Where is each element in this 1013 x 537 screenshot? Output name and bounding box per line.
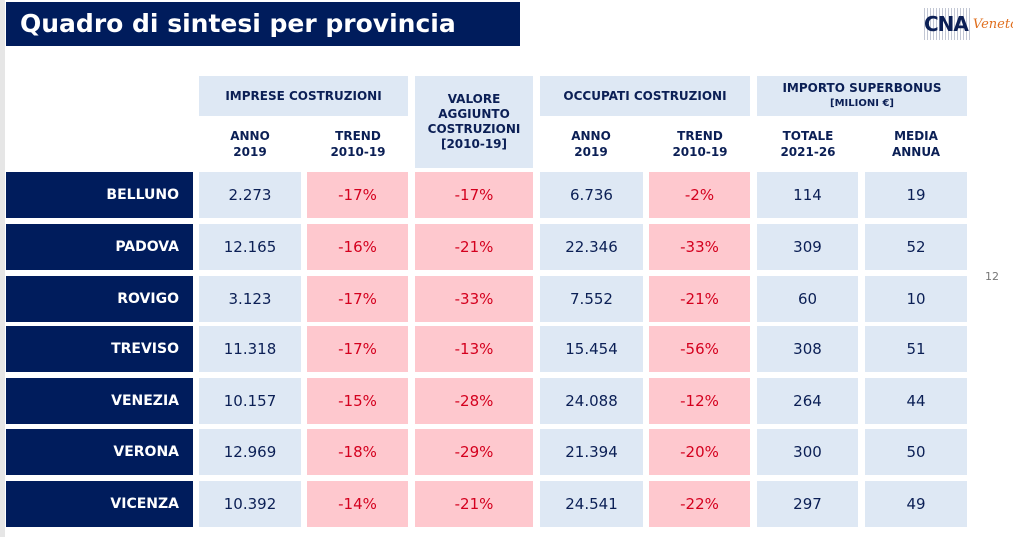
cell-valore: -28% <box>415 378 533 424</box>
cell-valore: -13% <box>415 326 533 372</box>
header-superbonus-unit: [MILIONI €] <box>830 98 894 109</box>
cell-media: 49 <box>865 481 967 527</box>
cell-imprese-2019: 2.273 <box>199 172 301 218</box>
cell-totale: 264 <box>757 378 858 424</box>
cna-veneto-logo: CNA Veneto <box>922 6 1013 42</box>
cell-imprese-trend: -17% <box>307 326 408 372</box>
cell-imprese-2019: 11.318 <box>199 326 301 372</box>
cell-valore: -21% <box>415 224 533 270</box>
cell-occupati-trend: -22% <box>649 481 750 527</box>
cell-media: 50 <box>865 429 967 475</box>
cell-occupati-2019: 15.454 <box>540 326 643 372</box>
cell-occupati-2019: 24.541 <box>540 481 643 527</box>
cell-media: 44 <box>865 378 967 424</box>
header-superbonus-title: IMPORTO SUPERBONUS <box>782 81 942 95</box>
cell-occupati-trend: -20% <box>649 429 750 475</box>
cell-imprese-trend: -15% <box>307 378 408 424</box>
cell-totale: 300 <box>757 429 858 475</box>
header-valore: VALORE AGGIUNTO COSTRUZIONI [2010-19] <box>415 76 533 168</box>
cell-occupati-2019: 6.736 <box>540 172 643 218</box>
subheader-imprese-trend: TREND 2010-19 <box>330 129 386 159</box>
row-label: VICENZA <box>6 481 193 527</box>
logo-sub: Veneto <box>972 16 1013 32</box>
row-label: ROVIGO <box>6 276 193 322</box>
cell-occupati-trend: -21% <box>649 276 750 322</box>
subheader-occupati-trend: TREND 2010-19 <box>672 129 728 159</box>
cell-totale: 114 <box>757 172 858 218</box>
header-superbonus: IMPORTO SUPERBONUS [MILIONI €] <box>757 76 967 116</box>
cell-occupati-trend: -56% <box>649 326 750 372</box>
cell-imprese-2019: 12.969 <box>199 429 301 475</box>
page-number: 12 <box>985 270 999 283</box>
cell-occupati-trend: -33% <box>649 224 750 270</box>
cell-imprese-trend: -14% <box>307 481 408 527</box>
cell-occupati-2019: 21.394 <box>540 429 643 475</box>
header-imprese: IMPRESE COSTRUZIONI <box>199 76 408 116</box>
cell-totale: 297 <box>757 481 858 527</box>
cell-media: 10 <box>865 276 967 322</box>
logo-main: CNA <box>922 8 970 40</box>
cell-valore: -17% <box>415 172 533 218</box>
subheader-media: MEDIA ANNUA <box>891 129 941 159</box>
slide-edge <box>0 0 5 537</box>
cell-totale: 309 <box>757 224 858 270</box>
row-label: VERONA <box>6 429 193 475</box>
cell-occupati-2019: 7.552 <box>540 276 643 322</box>
cell-imprese-2019: 10.157 <box>199 378 301 424</box>
cell-valore: -33% <box>415 276 533 322</box>
cell-imprese-2019: 3.123 <box>199 276 301 322</box>
cell-imprese-trend: -17% <box>307 276 408 322</box>
cell-media: 51 <box>865 326 967 372</box>
cell-valore: -29% <box>415 429 533 475</box>
row-label: TREVISO <box>6 326 193 372</box>
cell-occupati-2019: 24.088 <box>540 378 643 424</box>
cell-imprese-2019: 10.392 <box>199 481 301 527</box>
header-occupati: OCCUPATI COSTRUZIONI <box>540 76 750 116</box>
cell-occupati-trend: -12% <box>649 378 750 424</box>
row-label: BELLUNO <box>6 172 193 218</box>
subheader-occupati-anno: ANNO 2019 <box>571 129 611 159</box>
cell-imprese-trend: -17% <box>307 172 408 218</box>
cell-media: 19 <box>865 172 967 218</box>
cell-occupati-2019: 22.346 <box>540 224 643 270</box>
cell-valore: -21% <box>415 481 533 527</box>
cell-occupati-trend: -2% <box>649 172 750 218</box>
row-label: VENEZIA <box>6 378 193 424</box>
cell-totale: 60 <box>757 276 858 322</box>
cell-media: 52 <box>865 224 967 270</box>
row-label: PADOVA <box>6 224 193 270</box>
cell-imprese-2019: 12.165 <box>199 224 301 270</box>
subheader-totale: TOTALE 2021-26 <box>780 129 836 159</box>
cell-imprese-trend: -18% <box>307 429 408 475</box>
slide-title: Quadro di sintesi per provincia <box>6 2 520 46</box>
subheader-imprese-anno: ANNO 2019 <box>230 129 270 159</box>
cell-totale: 308 <box>757 326 858 372</box>
cell-imprese-trend: -16% <box>307 224 408 270</box>
